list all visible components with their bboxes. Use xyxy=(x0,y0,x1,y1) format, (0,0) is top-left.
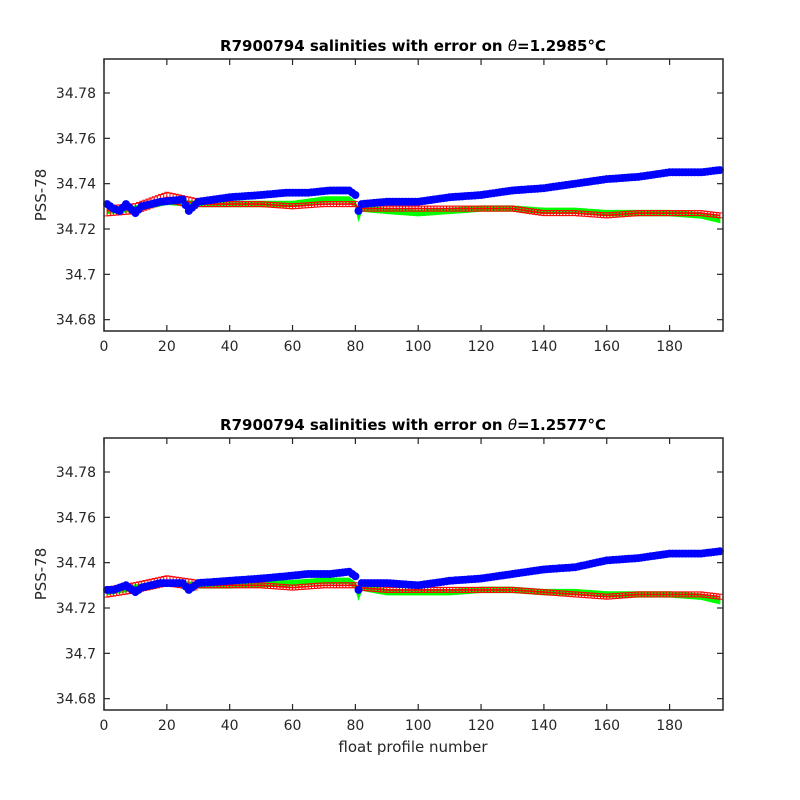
bottom-plot-area xyxy=(104,438,723,710)
bottom-x-tick-label: 140 xyxy=(531,718,558,734)
top-x-tick-label: 180 xyxy=(656,339,683,355)
top-raw-point xyxy=(715,166,724,175)
top-x-tick-label: 0 xyxy=(100,339,109,355)
bottom-y-ticks: 34.68 34.7 34.72 34.74 34.76 34.78 xyxy=(56,465,723,708)
bottom-raw-point xyxy=(715,547,724,556)
top-x-ticks: 0 20 40 60 80 100 120 140 160 180 xyxy=(100,59,683,355)
bottom-x-tick-label: 100 xyxy=(405,718,432,734)
top-x-tick-label: 100 xyxy=(405,339,432,355)
top-x-tick-label: 60 xyxy=(284,339,302,355)
top-y-tick-label: 34.74 xyxy=(56,177,96,193)
bottom-y-tick-label: 34.76 xyxy=(56,510,96,526)
top-raw-points xyxy=(103,166,724,218)
top-y-axis-label: PSS-78 xyxy=(32,169,50,222)
bottom-x-ticks: 0 20 40 60 80 100 120 140 160 180 xyxy=(100,438,683,734)
top-panel: R7900794 salinities with error on θ=1.29… xyxy=(32,37,724,355)
top-y-tick-label: 34.76 xyxy=(56,131,96,147)
bottom-x-tick-label: 80 xyxy=(346,718,364,734)
bottom-x-tick-label: 60 xyxy=(284,718,302,734)
bottom-raw-points xyxy=(103,547,724,597)
top-x-tick-label: 120 xyxy=(468,339,495,355)
top-y-tick-label: 34.68 xyxy=(56,313,96,329)
top-x-tick-label: 140 xyxy=(531,339,558,355)
bottom-x-axis-label: float profile number xyxy=(338,738,488,756)
top-raw-point xyxy=(351,191,360,199)
bottom-y-tick-label: 34.74 xyxy=(56,556,96,572)
top-axes-frame xyxy=(103,58,724,332)
bottom-y-tick-label: 34.68 xyxy=(56,692,96,708)
bottom-y-axis-label: PSS-78 xyxy=(32,548,50,601)
bottom-raw-point xyxy=(354,585,363,594)
top-raw-point xyxy=(354,206,363,215)
top-y-tick-label: 34.78 xyxy=(56,86,96,102)
top-x-tick-label: 40 xyxy=(221,339,239,355)
bottom-x-tick-label: 0 xyxy=(100,718,109,734)
bottom-panel: R7900794 salinities with error on θ=1.25… xyxy=(32,416,724,756)
top-y-ticks: 34.68 34.7 34.72 34.74 34.76 34.78 xyxy=(56,86,723,329)
bottom-x-tick-label: 160 xyxy=(593,718,620,734)
bottom-y-tick-label: 34.7 xyxy=(65,646,96,662)
top-x-tick-label: 80 xyxy=(346,339,364,355)
bottom-x-tick-label: 180 xyxy=(656,718,683,734)
top-plot-area xyxy=(104,59,723,331)
bottom-axes-frame xyxy=(103,437,724,711)
top-y-tick-label: 34.7 xyxy=(65,267,96,283)
bottom-raw-point xyxy=(351,572,360,581)
top-y-tick-label: 34.72 xyxy=(56,222,96,238)
bottom-y-tick-label: 34.72 xyxy=(56,601,96,617)
bottom-x-tick-label: 120 xyxy=(468,718,495,734)
bottom-x-tick-label: 40 xyxy=(221,718,239,734)
bottom-y-tick-label: 34.78 xyxy=(56,465,96,481)
top-x-tick-label: 160 xyxy=(593,339,620,355)
top-calibrated-line xyxy=(107,196,720,217)
bottom-x-tick-label: 20 xyxy=(158,718,176,734)
bottom-panel-title: R7900794 salinities with error on θ=1.25… xyxy=(220,416,606,434)
top-x-tick-label: 20 xyxy=(158,339,176,355)
top-panel-title: R7900794 salinities with error on θ=1.29… xyxy=(220,37,606,55)
